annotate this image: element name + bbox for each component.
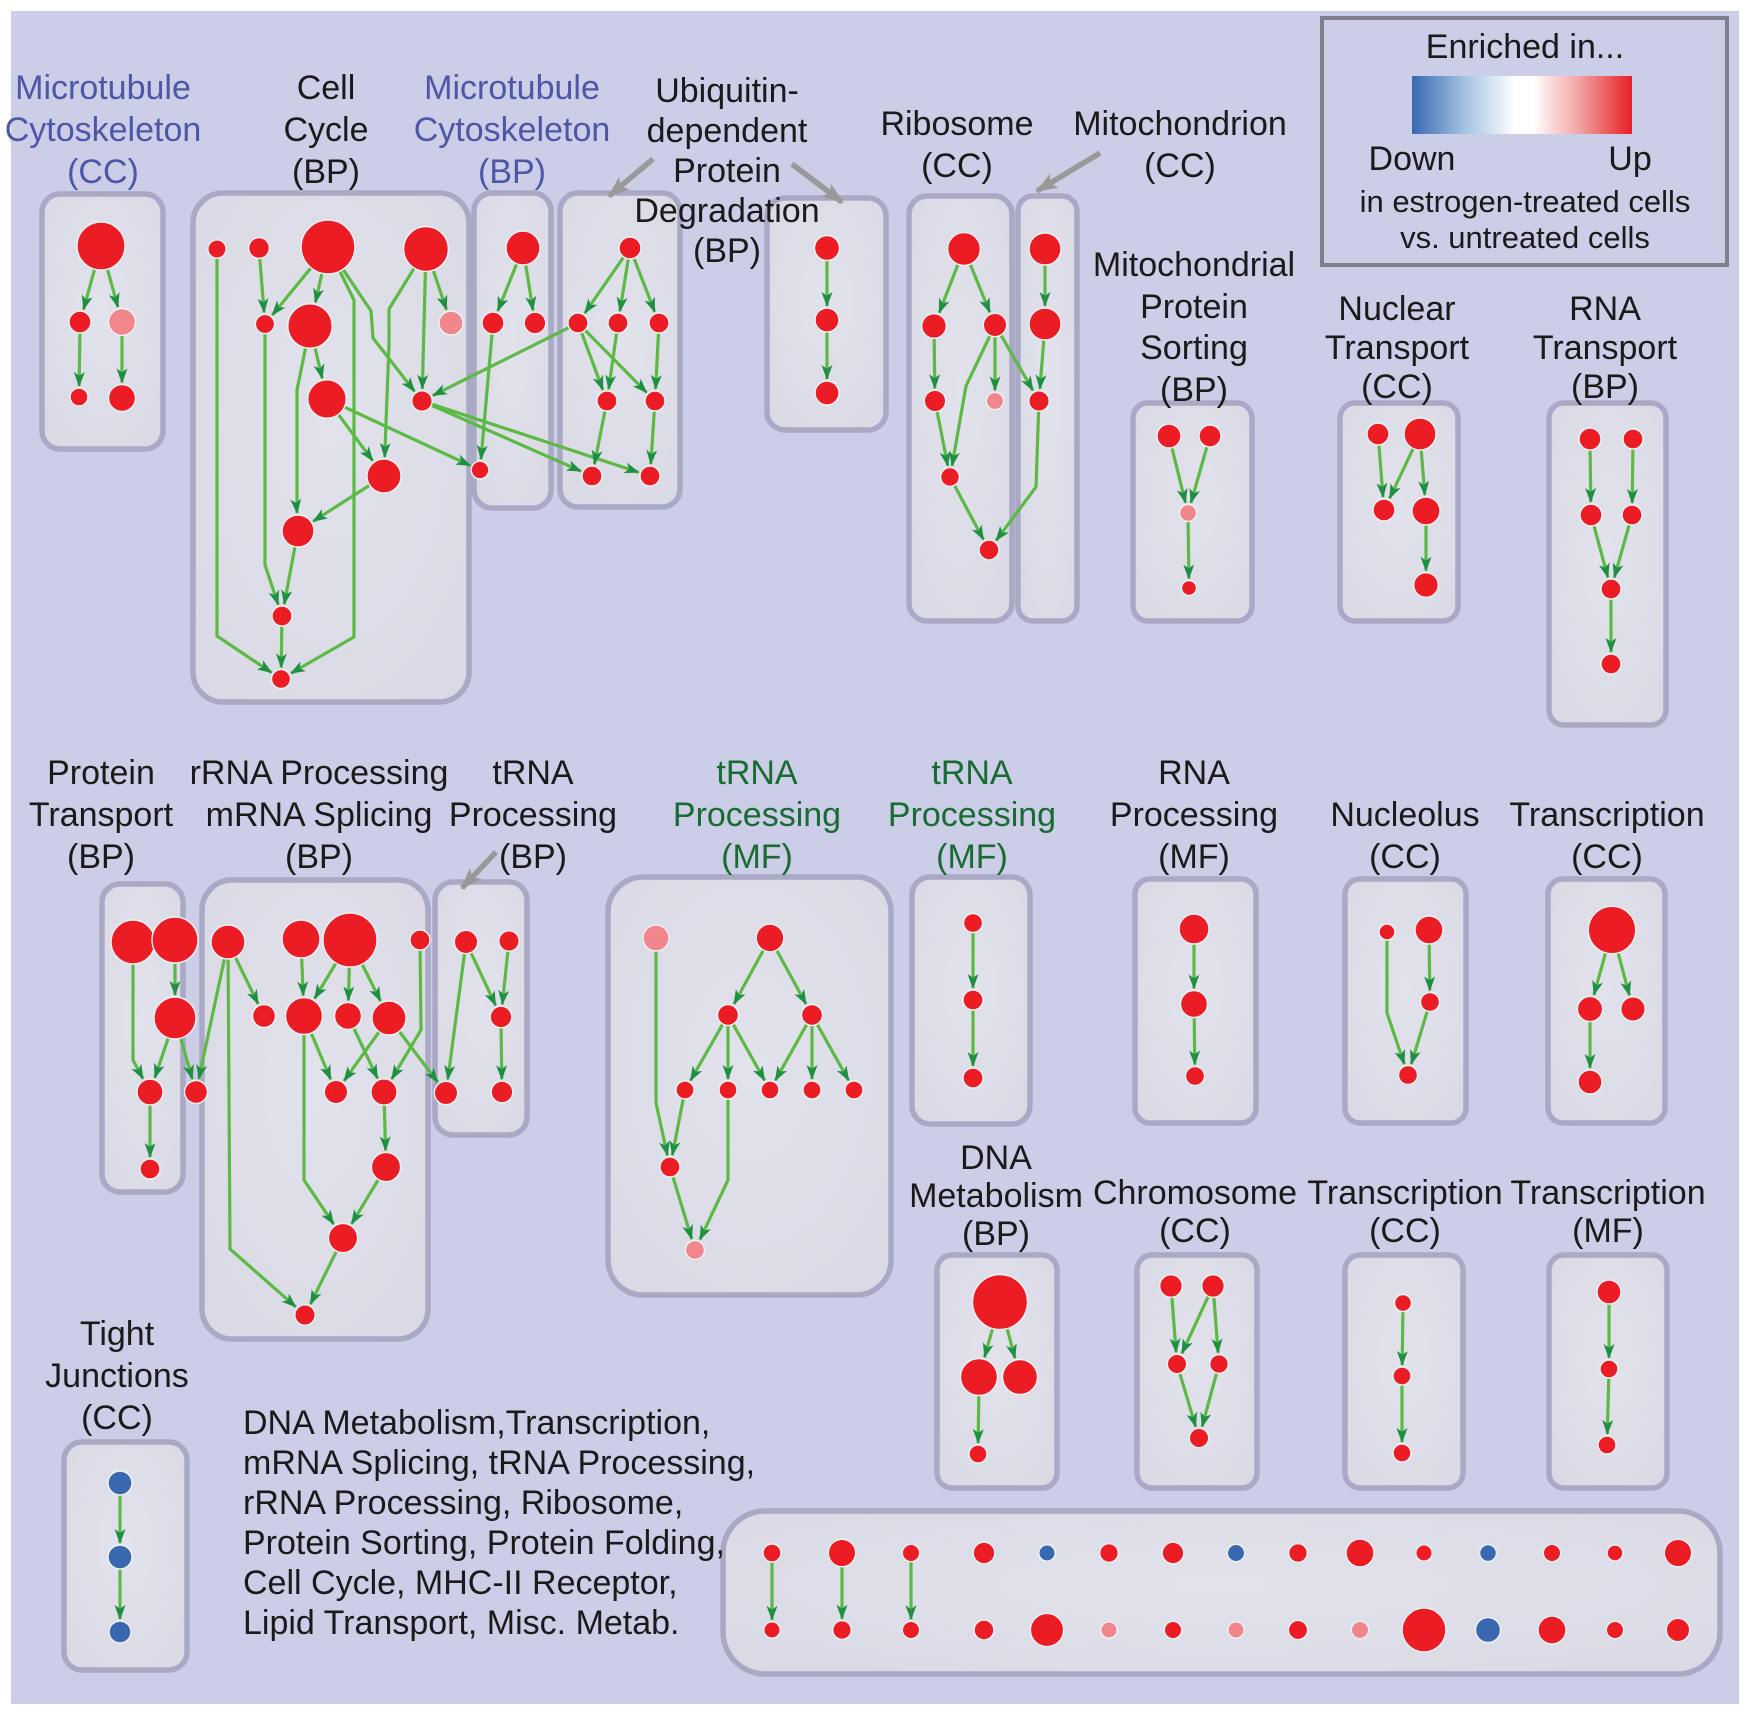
svg-text:Mitochondrial: Mitochondrial (1093, 246, 1295, 284)
svg-text:Protein: Protein (1140, 288, 1248, 326)
svg-text:(BP): (BP) (1571, 368, 1639, 406)
svg-text:(CC): (CC) (81, 1399, 153, 1437)
svg-text:(CC): (CC) (1144, 147, 1216, 185)
svg-text:Cytoskeleton: Cytoskeleton (414, 111, 611, 149)
svg-text:(BP): (BP) (499, 838, 567, 876)
svg-text:Degradation: Degradation (634, 192, 819, 230)
svg-text:DNA: DNA (960, 1139, 1032, 1177)
svg-text:(BP): (BP) (962, 1215, 1030, 1253)
svg-text:in estrogen-treated cells: in estrogen-treated cells (1360, 184, 1691, 219)
svg-text:Up: Up (1608, 140, 1651, 178)
svg-text:rRNA Processing: rRNA Processing (190, 754, 449, 792)
svg-text:tRNA: tRNA (716, 754, 798, 792)
svg-text:Sorting: Sorting (1140, 329, 1248, 367)
svg-text:RNA: RNA (1569, 290, 1641, 328)
svg-text:(BP): (BP) (478, 153, 546, 191)
svg-text:rRNA Processing, Ribosome,: rRNA Processing, Ribosome, (243, 1484, 683, 1522)
svg-text:Transcription: Transcription (1510, 1174, 1705, 1212)
svg-text:(CC): (CC) (1369, 838, 1441, 876)
svg-text:(BP): (BP) (67, 838, 135, 876)
svg-text:(CC): (CC) (1571, 838, 1643, 876)
svg-text:Protein Sorting, Protein Foldi: Protein Sorting, Protein Folding, (243, 1524, 725, 1562)
svg-text:vs. untreated cells: vs. untreated cells (1400, 220, 1650, 255)
svg-text:Metabolism: Metabolism (909, 1177, 1083, 1215)
svg-text:(BP): (BP) (292, 153, 360, 191)
svg-text:Processing: Processing (449, 796, 617, 834)
svg-text:Microtubule: Microtubule (15, 69, 191, 107)
svg-text:mRNA Splicing: mRNA Splicing (206, 796, 433, 834)
svg-text:Protein: Protein (673, 152, 781, 190)
svg-text:Junctions: Junctions (45, 1357, 189, 1395)
svg-text:RNA: RNA (1158, 754, 1230, 792)
svg-text:(BP): (BP) (693, 232, 761, 270)
svg-text:Microtubule: Microtubule (424, 69, 600, 107)
svg-text:Processing: Processing (1110, 796, 1278, 834)
svg-text:DNA Metabolism,Transcription,: DNA Metabolism,Transcription, (243, 1404, 710, 1442)
svg-text:Processing: Processing (888, 796, 1056, 834)
svg-text:Protein: Protein (47, 754, 155, 792)
svg-text:Cell Cycle, MHC-II Receptor,: Cell Cycle, MHC-II Receptor, (243, 1564, 678, 1602)
svg-text:(MF): (MF) (936, 838, 1008, 876)
svg-text:Down: Down (1369, 140, 1456, 178)
svg-text:(BP): (BP) (1160, 371, 1228, 409)
svg-text:(CC): (CC) (67, 153, 139, 191)
svg-text:Cell: Cell (297, 69, 356, 107)
svg-text:Transcription: Transcription (1307, 1174, 1502, 1212)
svg-text:tRNA: tRNA (492, 754, 574, 792)
svg-text:Lipid Transport, Misc. Metab.: Lipid Transport, Misc. Metab. (243, 1604, 680, 1642)
svg-text:(MF): (MF) (1572, 1212, 1644, 1250)
svg-text:(CC): (CC) (1369, 1212, 1441, 1250)
svg-text:Transport: Transport (1533, 329, 1678, 367)
svg-text:Ribosome: Ribosome (880, 105, 1033, 143)
svg-text:Tight: Tight (80, 1315, 155, 1353)
svg-text:Enriched in...: Enriched in... (1426, 28, 1624, 66)
svg-text:(CC): (CC) (1159, 1212, 1231, 1250)
svg-text:Transport: Transport (29, 796, 174, 834)
svg-text:dependent: dependent (647, 112, 808, 150)
svg-text:Nucleolus: Nucleolus (1330, 796, 1479, 834)
svg-text:Chromosome: Chromosome (1093, 1174, 1297, 1212)
svg-text:Mitochondrion: Mitochondrion (1073, 105, 1287, 143)
svg-text:(MF): (MF) (1158, 838, 1230, 876)
svg-text:(CC): (CC) (1361, 368, 1433, 406)
svg-text:Ubiquitin-: Ubiquitin- (655, 72, 799, 110)
svg-text:Cycle: Cycle (283, 111, 368, 149)
svg-text:Transport: Transport (1325, 329, 1470, 367)
svg-text:(MF): (MF) (721, 838, 793, 876)
svg-text:Nuclear: Nuclear (1338, 290, 1455, 328)
svg-text:mRNA Splicing, tRNA Processing: mRNA Splicing, tRNA Processing, (243, 1444, 755, 1482)
svg-text:(CC): (CC) (921, 147, 993, 185)
svg-text:(BP): (BP) (285, 838, 353, 876)
svg-text:Cytoskeleton: Cytoskeleton (5, 111, 202, 149)
svg-text:tRNA: tRNA (931, 754, 1013, 792)
svg-text:Transcription: Transcription (1509, 796, 1704, 834)
svg-text:Processing: Processing (673, 796, 841, 834)
